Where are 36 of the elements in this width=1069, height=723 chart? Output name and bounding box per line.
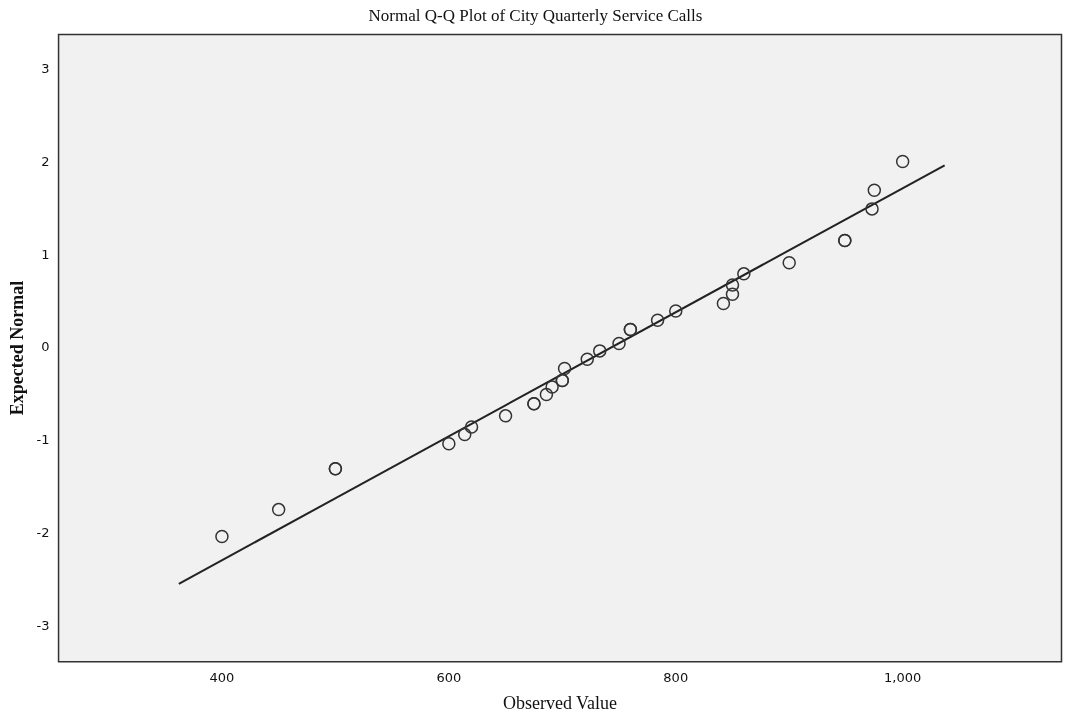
x-tick-label: 400 xyxy=(209,669,235,685)
x-tick-label: 600 xyxy=(436,669,462,685)
point xyxy=(545,380,559,394)
point xyxy=(539,387,554,402)
point xyxy=(215,529,229,544)
point xyxy=(498,409,513,423)
y-tick-label: 2 xyxy=(41,153,50,169)
point xyxy=(725,278,740,292)
point xyxy=(737,267,751,281)
point xyxy=(464,420,479,434)
chart-title: Normal Q-Q Plot of City Quarterly Service Calls xyxy=(368,5,703,25)
point xyxy=(716,296,731,311)
point xyxy=(865,202,879,216)
point xyxy=(580,352,595,366)
point xyxy=(669,304,683,318)
point xyxy=(725,287,740,302)
x-tick-label: 1,000 xyxy=(884,669,922,685)
point xyxy=(782,255,796,270)
y-tick-label: -2 xyxy=(36,525,50,541)
x-tick-label: 800 xyxy=(663,669,689,685)
point xyxy=(895,154,910,169)
y-tick-label: 3 xyxy=(41,61,50,77)
y-tick-label: -1 xyxy=(36,432,50,448)
y-axis-title: Expected Normal xyxy=(7,280,28,416)
point xyxy=(867,183,882,198)
point xyxy=(271,502,286,517)
y-tick-label: 0 xyxy=(41,339,50,355)
point xyxy=(457,427,472,442)
x-axis-title: Observed Value xyxy=(502,692,618,713)
point xyxy=(442,436,456,451)
point xyxy=(592,344,607,358)
point xyxy=(557,361,572,376)
y-tick-label: -3 xyxy=(36,617,50,633)
point xyxy=(612,336,626,351)
point xyxy=(650,313,665,328)
y-tick-label: 1 xyxy=(41,246,50,262)
